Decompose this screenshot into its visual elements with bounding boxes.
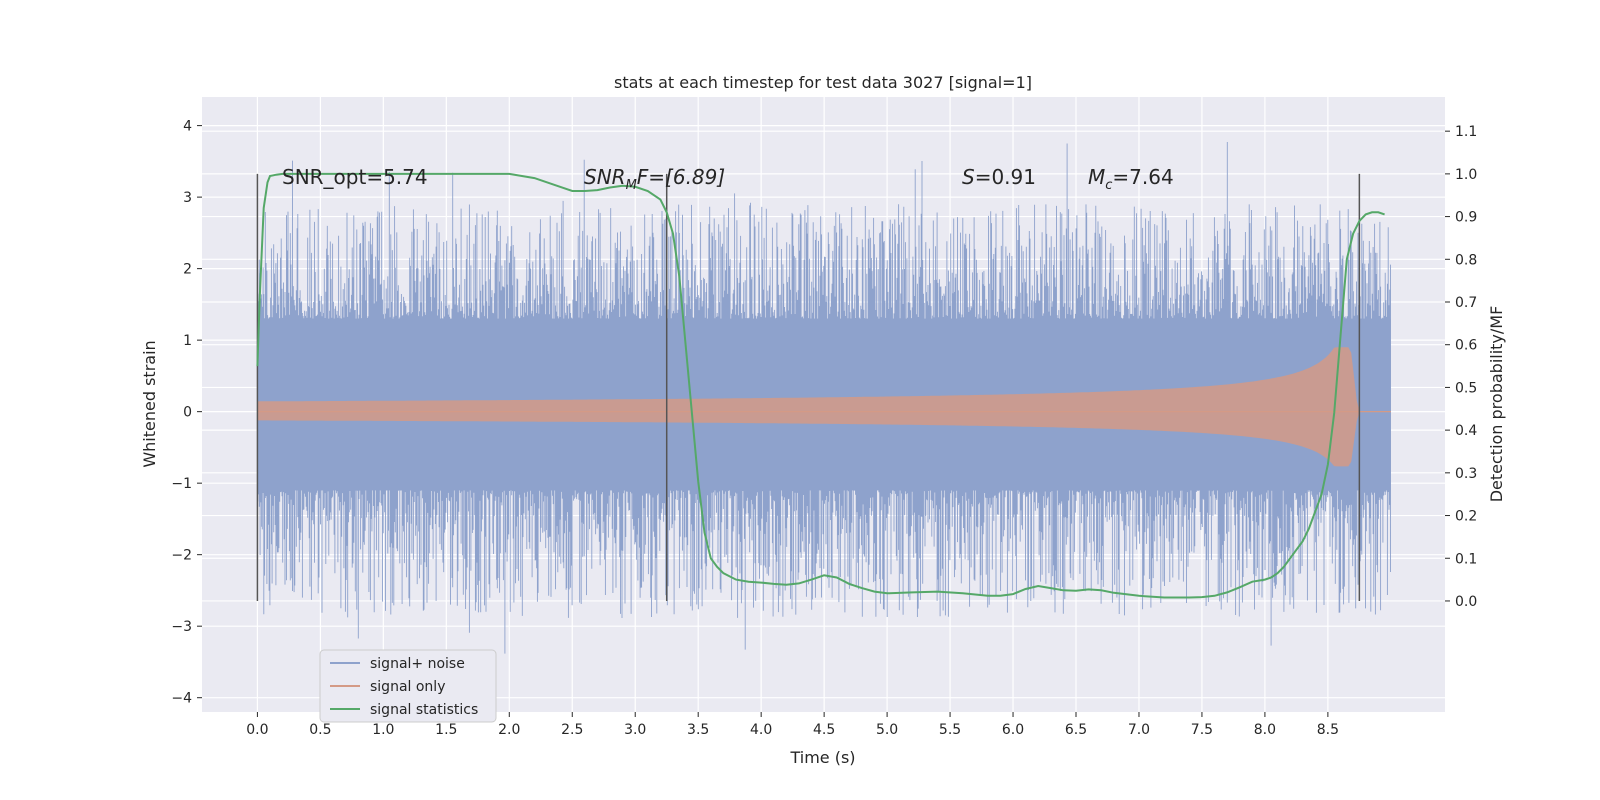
x-tick-label: 5.5	[939, 722, 961, 738]
y2-tick-label: 0.3	[1455, 466, 1477, 482]
x-tick-label: 2.5	[561, 722, 583, 738]
x-tick-label: 4.0	[750, 722, 772, 738]
x-tick-label: 8.0	[1254, 722, 1276, 738]
y-tick-label: −1	[171, 476, 192, 492]
x-tick-label: 3.0	[624, 722, 646, 738]
y-tick-label: −3	[171, 619, 192, 635]
x-axis-ticks: 0.0 0.5 1.0 1.5 2.0 2.5 3.0 3.5 4.0 4.5 5.0 5.5 6.0 6…	[246, 712, 1339, 738]
legend-label-stats: signal statistics	[370, 702, 478, 718]
y2-axis-ticks: 0.0 0.1 0.2 0.3 0.4 0.5 0.6 0.7 0.8 0.9 1.0 1.1	[1445, 124, 1477, 610]
y2-tick-label: 1.1	[1455, 124, 1477, 140]
x-tick-label: 7.0	[1128, 722, 1150, 738]
y-tick-label: 2	[183, 262, 192, 278]
series-signal-only	[257, 347, 1391, 467]
legend: signal+ noise signal only signal statist…	[319, 649, 497, 723]
annotation-mc-main: M	[1088, 165, 1105, 189]
y2-tick-label: 0.4	[1455, 423, 1477, 439]
x-tick-label: 7.5	[1191, 722, 1213, 738]
y2-axis-title: Detection probability/MF	[1487, 306, 1506, 503]
annotation-snr-mf-main: SNR	[584, 165, 626, 189]
annotation-s-rest: =0.91	[975, 165, 1036, 189]
annotation-mc-sub: c	[1105, 178, 1112, 193]
annotation-s-main: S	[962, 165, 975, 189]
legend-label-noise: signal+ noise	[370, 656, 465, 672]
x-tick-label: 6.0	[1002, 722, 1024, 738]
annotation-snr-mf-sub: M	[626, 178, 637, 193]
annotation-s: S=0.91	[962, 165, 1036, 189]
annotation-snr-opt: SNR_opt=5.74	[282, 165, 428, 189]
x-tick-label: 8.5	[1317, 722, 1339, 738]
signal-envelope	[257, 347, 1391, 467]
x-axis-title: Time (s)	[789, 748, 855, 767]
annotation-snr-mf: SNRMF=[6.89]	[584, 165, 725, 193]
x-tick-label: 0.5	[309, 722, 331, 738]
y-tick-label: 3	[183, 190, 192, 206]
annotation-mc: Mc=7.64	[1088, 165, 1174, 193]
y-tick-label: −4	[171, 691, 192, 707]
x-tick-label: 6.5	[1065, 722, 1087, 738]
x-tick-label: 1.5	[435, 722, 457, 738]
chart-title: stats at each timestep for test data 302…	[614, 73, 1032, 92]
y-tick-label: 1	[183, 333, 192, 349]
y2-tick-label: 0.9	[1455, 210, 1477, 226]
y2-tick-label: 0.8	[1455, 252, 1477, 268]
x-tick-label: 3.5	[687, 722, 709, 738]
y2-tick-label: 0.6	[1455, 338, 1477, 354]
y-tick-label: 4	[183, 119, 192, 135]
y2-tick-label: 0.7	[1455, 295, 1477, 311]
y2-tick-label: 0.2	[1455, 509, 1477, 525]
legend-label-signal: signal only	[370, 679, 445, 695]
x-tick-label: 0.0	[246, 722, 268, 738]
annotation-mc-rest: =7.64	[1112, 165, 1173, 189]
x-tick-label: 5.0	[876, 722, 898, 738]
signal-statistics-line	[256, 172, 1385, 599]
y2-tick-label: 0.5	[1455, 380, 1477, 396]
y2-tick-label: 0.0	[1455, 594, 1477, 610]
y2-tick-label: 0.1	[1455, 551, 1477, 567]
x-tick-label: 4.5	[813, 722, 835, 738]
x-tick-label: 1.0	[372, 722, 394, 738]
x-tick-label: 2.0	[498, 722, 520, 738]
y-axis-ticks: −4 −3 −2 −1 0 1 2 3 4	[171, 119, 202, 707]
annotation-snr-mf-rest: F=[6.89]	[637, 165, 725, 189]
y2-tick-label: 1.0	[1455, 167, 1477, 183]
legend-box	[319, 649, 497, 723]
series-signal-statistics	[256, 172, 1385, 599]
vertical-markers	[256, 173, 1361, 601]
y-tick-label: −2	[171, 548, 192, 564]
y-axis-title: Whitened strain	[140, 340, 159, 467]
y-tick-label: 0	[183, 405, 192, 421]
